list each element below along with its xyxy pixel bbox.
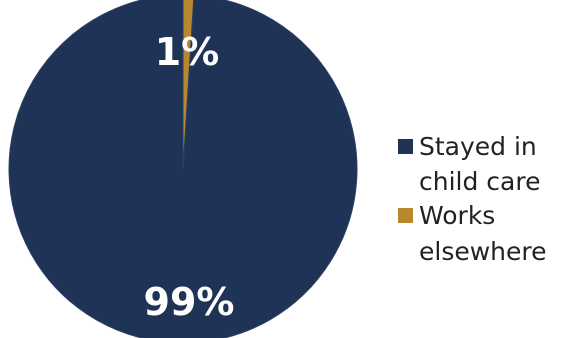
data-label-stayed: 99% — [144, 280, 235, 324]
data-label-works-elsewhere: 1% — [155, 30, 220, 74]
legend-label-stayed-line-2: child care — [419, 167, 540, 196]
pie-slice-works-elsewhere — [182, 0, 195, 170]
legend-label-stayed-line-1: Stayed in — [419, 132, 537, 161]
legend-swatch-stayed — [398, 139, 413, 154]
legend: Stayed in child care Works elsewhere — [398, 132, 547, 266]
legend-swatch-works-elsewhere — [398, 208, 413, 223]
legend-label-works-elsewhere-line-2: elsewhere — [419, 237, 547, 266]
legend-label-works-elsewhere-line-1: Works — [419, 201, 495, 230]
pie-slices — [8, 0, 358, 338]
